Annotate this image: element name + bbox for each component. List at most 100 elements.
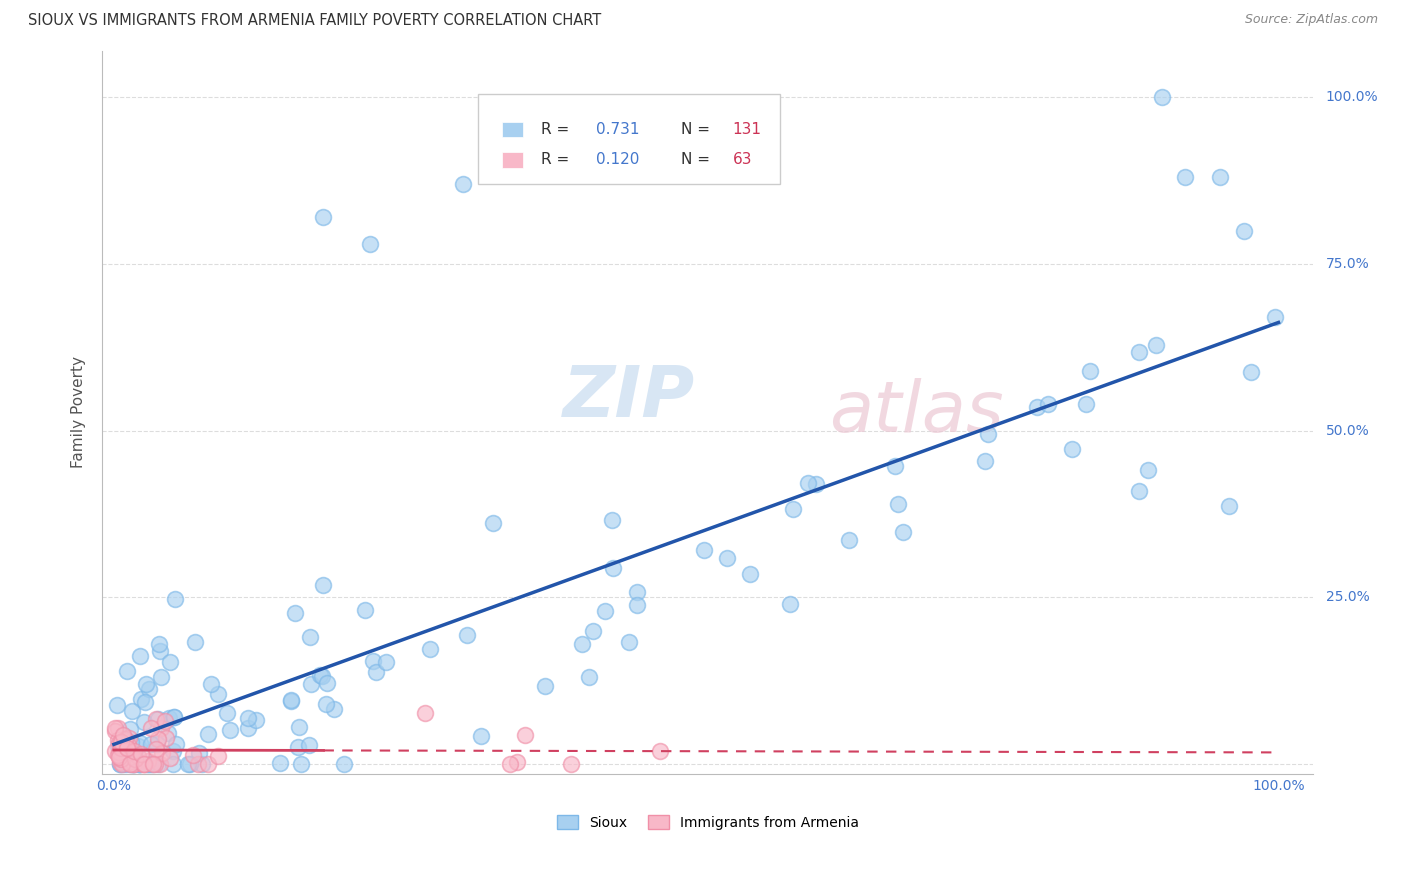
Point bbox=[128, 736, 150, 750]
Point bbox=[146, 713, 169, 727]
Point bbox=[280, 694, 302, 708]
Point bbox=[298, 630, 321, 644]
Point bbox=[215, 706, 238, 721]
Point bbox=[617, 634, 640, 648]
Point bbox=[115, 746, 138, 760]
Point bbox=[581, 624, 603, 638]
Text: 0.120: 0.120 bbox=[596, 153, 640, 168]
Point bbox=[560, 757, 582, 772]
Point bbox=[115, 757, 138, 772]
Point bbox=[1174, 170, 1197, 185]
Point bbox=[110, 750, 132, 764]
Point bbox=[693, 542, 716, 557]
Point bbox=[1264, 310, 1286, 324]
Point bbox=[534, 679, 557, 693]
Point bbox=[134, 695, 156, 709]
Point bbox=[159, 655, 181, 669]
Point bbox=[124, 752, 146, 766]
Point bbox=[149, 721, 172, 735]
Text: 50.0%: 50.0% bbox=[1326, 424, 1369, 438]
Point bbox=[191, 757, 214, 772]
Point bbox=[797, 475, 820, 490]
Point bbox=[148, 637, 170, 651]
Point bbox=[1080, 364, 1102, 378]
Point bbox=[364, 665, 387, 680]
Point bbox=[1137, 463, 1160, 477]
Point bbox=[361, 654, 384, 668]
Point bbox=[156, 725, 179, 739]
Point bbox=[129, 747, 152, 761]
Point bbox=[120, 749, 142, 764]
Point bbox=[143, 757, 166, 772]
Point bbox=[112, 728, 135, 742]
Text: R =: R = bbox=[541, 122, 575, 137]
Point bbox=[122, 744, 145, 758]
Point bbox=[163, 591, 186, 606]
Point bbox=[977, 426, 1000, 441]
Point bbox=[280, 692, 302, 706]
Point bbox=[1026, 400, 1049, 414]
Text: 131: 131 bbox=[733, 122, 762, 137]
Text: atlas: atlas bbox=[830, 378, 1004, 447]
Point bbox=[887, 497, 910, 511]
Point bbox=[155, 731, 177, 745]
Point bbox=[135, 677, 157, 691]
Point bbox=[316, 675, 339, 690]
Point bbox=[127, 749, 149, 764]
Text: N =: N = bbox=[681, 153, 714, 168]
Point bbox=[600, 513, 623, 527]
Y-axis label: Family Poverty: Family Poverty bbox=[72, 356, 86, 468]
Point bbox=[578, 670, 600, 684]
Point bbox=[136, 755, 159, 769]
Point bbox=[115, 740, 138, 755]
Point bbox=[122, 757, 145, 772]
Point bbox=[197, 726, 219, 740]
Point bbox=[132, 757, 155, 772]
Point bbox=[104, 721, 127, 735]
Point bbox=[374, 655, 396, 669]
Point bbox=[110, 752, 132, 766]
Point bbox=[413, 706, 436, 720]
Point bbox=[163, 710, 186, 724]
Point bbox=[145, 712, 167, 726]
Point bbox=[153, 714, 176, 729]
Point bbox=[571, 637, 593, 651]
Point bbox=[1240, 365, 1263, 379]
Point bbox=[128, 648, 150, 663]
Point bbox=[107, 736, 129, 750]
Point bbox=[138, 757, 160, 772]
Point bbox=[1232, 224, 1254, 238]
Point bbox=[132, 757, 155, 772]
Point bbox=[122, 757, 145, 772]
Point bbox=[626, 598, 648, 612]
Point bbox=[298, 738, 321, 752]
Point bbox=[108, 745, 131, 759]
Point bbox=[238, 722, 260, 736]
Point bbox=[110, 735, 132, 749]
Point bbox=[323, 702, 346, 716]
FancyBboxPatch shape bbox=[502, 121, 523, 137]
Point bbox=[891, 524, 914, 539]
Point bbox=[602, 560, 624, 574]
Point bbox=[219, 723, 242, 737]
Text: 75.0%: 75.0% bbox=[1326, 257, 1369, 271]
Point bbox=[333, 757, 356, 772]
Point bbox=[108, 757, 131, 772]
Point bbox=[359, 237, 381, 252]
Text: 0.731: 0.731 bbox=[596, 122, 640, 137]
Point bbox=[779, 598, 801, 612]
Point bbox=[141, 757, 163, 772]
Point bbox=[104, 744, 127, 758]
Point bbox=[146, 737, 169, 751]
Point bbox=[120, 723, 142, 737]
Point bbox=[111, 757, 134, 772]
Point bbox=[117, 738, 139, 752]
Point bbox=[120, 757, 142, 772]
Point bbox=[162, 744, 184, 758]
Point bbox=[456, 628, 478, 642]
Point bbox=[108, 755, 131, 769]
Point bbox=[419, 642, 441, 657]
Point bbox=[238, 711, 260, 725]
Point bbox=[973, 454, 995, 468]
Point bbox=[207, 687, 229, 701]
